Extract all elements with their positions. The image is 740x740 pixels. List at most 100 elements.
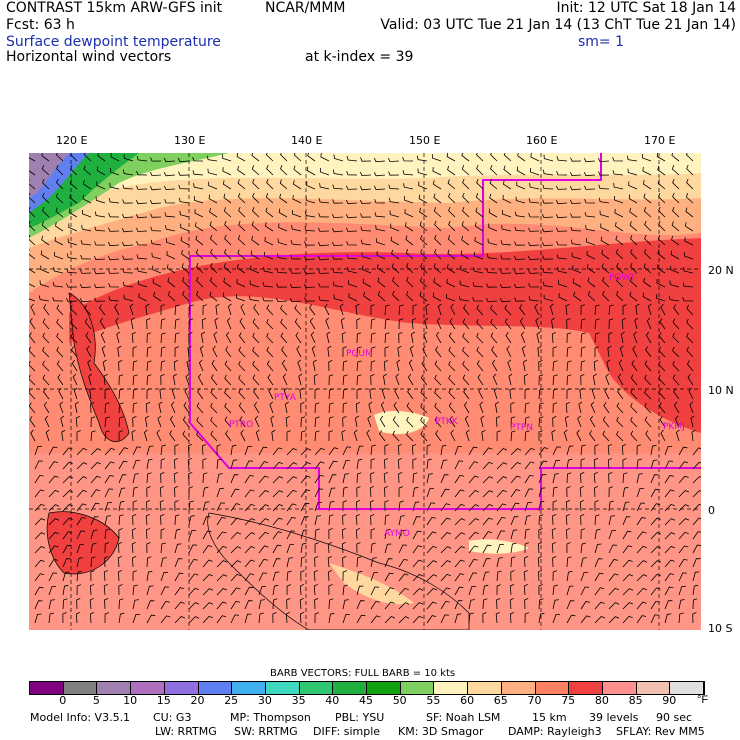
wind-barb bbox=[420, 374, 428, 386]
wind-barb bbox=[398, 472, 403, 484]
wind-barb bbox=[258, 518, 270, 526]
wind-barb bbox=[616, 262, 624, 274]
wind-barb bbox=[210, 402, 218, 414]
wind-barb bbox=[210, 248, 218, 260]
wind-barb bbox=[580, 572, 589, 582]
wind-barb bbox=[515, 196, 526, 204]
wind-barb bbox=[43, 304, 50, 316]
color-swatch bbox=[636, 682, 671, 694]
wind-barb bbox=[496, 570, 502, 582]
wind-barb bbox=[556, 240, 568, 246]
wind-barb bbox=[474, 237, 484, 246]
wind-barb bbox=[150, 239, 162, 246]
wind-barb bbox=[370, 572, 379, 582]
wind-barb bbox=[356, 458, 363, 470]
wind-barb bbox=[622, 615, 633, 624]
wind-barb bbox=[573, 291, 582, 302]
station-ptya: PTYA bbox=[274, 393, 297, 403]
wind-barb bbox=[180, 223, 190, 232]
wind-barb bbox=[435, 331, 442, 344]
wind-barb bbox=[412, 588, 424, 596]
wind-barb bbox=[465, 429, 470, 442]
wind-barb bbox=[57, 374, 64, 386]
wind-barb bbox=[538, 447, 549, 456]
wind-barb bbox=[122, 169, 134, 176]
wind-barb bbox=[566, 600, 575, 610]
wind-barb bbox=[202, 545, 213, 554]
wind-barb bbox=[34, 445, 42, 456]
wind-barb bbox=[454, 489, 465, 498]
wind-barb bbox=[692, 503, 701, 512]
wind-barb bbox=[622, 574, 634, 582]
wind-barb bbox=[692, 598, 698, 610]
wind-barb bbox=[341, 429, 346, 442]
wind-barb bbox=[108, 212, 120, 218]
wind-barb bbox=[286, 476, 298, 484]
wind-barb bbox=[594, 528, 601, 540]
wind-barb bbox=[314, 502, 323, 512]
wind-barb bbox=[390, 223, 400, 232]
wind-barb bbox=[449, 415, 456, 428]
wind-barb bbox=[216, 487, 224, 498]
wind-barb bbox=[503, 165, 512, 176]
wind-barb bbox=[440, 546, 452, 554]
wind-barb bbox=[549, 303, 554, 316]
wind-barb bbox=[495, 415, 501, 428]
wind-barb bbox=[187, 457, 192, 470]
wind-barb bbox=[671, 235, 680, 246]
wind-barb bbox=[174, 346, 179, 358]
wind-barb bbox=[164, 185, 176, 190]
wind-barb bbox=[166, 264, 176, 274]
wind-barb bbox=[389, 210, 400, 218]
wind-barb bbox=[300, 570, 305, 582]
wind-barb bbox=[601, 249, 610, 260]
wind-barb bbox=[30, 303, 36, 316]
wind-barb bbox=[42, 332, 50, 344]
wind-barb bbox=[34, 532, 46, 540]
wind-barb bbox=[482, 531, 493, 540]
wind-barb bbox=[636, 531, 647, 540]
wind-barb bbox=[678, 612, 684, 624]
wind-barb bbox=[178, 197, 190, 204]
wind-barb bbox=[230, 587, 241, 596]
wind-barb bbox=[468, 504, 480, 512]
wind-barb bbox=[356, 600, 365, 610]
wind-barb bbox=[538, 374, 544, 386]
wind-barb bbox=[244, 532, 256, 540]
wind-barb bbox=[202, 559, 213, 568]
color-swatch bbox=[164, 682, 199, 694]
wind-barb bbox=[406, 402, 414, 414]
wind-barb bbox=[135, 214, 148, 219]
station-pgwt: PGWT bbox=[609, 273, 636, 283]
wind-barb bbox=[296, 345, 302, 358]
wind-barb bbox=[433, 193, 442, 204]
wind-barb bbox=[462, 346, 470, 358]
wind-barb bbox=[258, 586, 267, 596]
field-name-wind: Horizontal wind vectors bbox=[6, 49, 172, 65]
wind-barb bbox=[104, 402, 110, 414]
wind-barb bbox=[286, 503, 297, 512]
wind-barb bbox=[224, 360, 232, 372]
wind-barb bbox=[686, 304, 694, 316]
wind-barb bbox=[76, 447, 88, 456]
wind-barb bbox=[556, 156, 568, 162]
wind-barb bbox=[586, 264, 596, 274]
wind-barb bbox=[58, 387, 64, 400]
wind-barb bbox=[615, 249, 624, 260]
wind-barb bbox=[62, 544, 72, 554]
wind-barb bbox=[398, 544, 408, 554]
wind-barb bbox=[397, 457, 402, 470]
wind-barb bbox=[664, 559, 675, 568]
wind-barb bbox=[412, 530, 422, 540]
wind-barb bbox=[608, 616, 620, 624]
wind-barb bbox=[153, 291, 162, 302]
wind-barb bbox=[630, 234, 638, 246]
wind-barb bbox=[660, 303, 666, 316]
wind-barb bbox=[644, 402, 652, 414]
wind-barb bbox=[181, 276, 190, 288]
wind-barb bbox=[398, 500, 404, 512]
wind-barb bbox=[132, 584, 138, 596]
wind-barb bbox=[118, 416, 124, 428]
wind-barb bbox=[380, 401, 386, 414]
wind-barb bbox=[62, 517, 73, 526]
